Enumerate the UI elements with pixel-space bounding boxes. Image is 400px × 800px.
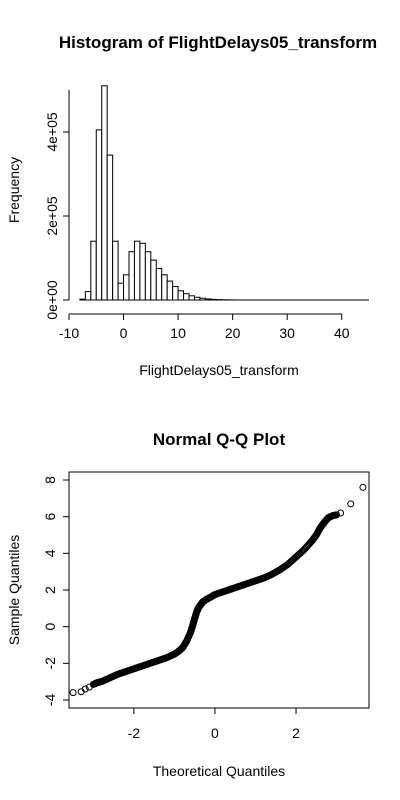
histogram-bar xyxy=(84,291,92,301)
histogram-bar xyxy=(133,240,141,301)
qq-point xyxy=(359,483,367,491)
histogram-bar xyxy=(183,293,190,301)
histogram-bar xyxy=(155,268,163,301)
histogram-bar xyxy=(117,282,125,301)
qq-plot-title: Normal Q-Q Plot xyxy=(153,430,286,449)
histogram-x-tick-label: 20 xyxy=(225,325,241,341)
histogram-bars xyxy=(79,85,369,301)
qq-plot-panel: Normal Q-Q Plot Theoretical Quantiles Sa… xyxy=(6,430,370,779)
histogram-bar xyxy=(161,274,168,301)
histogram-bar xyxy=(139,242,146,301)
histogram-y-tick-label: 2e+05 xyxy=(44,196,60,236)
qq-y-tick-label: -2 xyxy=(42,657,58,670)
histogram-bar xyxy=(123,274,130,301)
qq-x-tick-label: -2 xyxy=(128,725,141,741)
qq-y-axis-label: Sample Quantiles xyxy=(6,535,22,646)
histogram-bar xyxy=(90,240,97,301)
qq-point xyxy=(289,556,297,564)
qq-point xyxy=(69,689,77,697)
histogram-bar xyxy=(166,280,174,301)
qq-x-axis: -2 0 2 xyxy=(128,707,300,741)
qq-y-axis: -4 -2 0 2 4 6 8 xyxy=(42,476,70,707)
histogram-y-axis-label: Frequency xyxy=(6,157,22,223)
histogram-bar xyxy=(101,85,108,301)
histogram-y-tick-label: 0e+00 xyxy=(44,280,60,320)
histogram-bar xyxy=(144,251,152,301)
histogram-y-axis: 0e+00 2e+05 4e+05 xyxy=(44,90,70,320)
histogram-x-tick-label: 0 xyxy=(120,325,128,341)
qq-y-tick-label: 2 xyxy=(42,586,58,594)
histogram-bar xyxy=(188,295,195,301)
histogram-x-tick-label: 30 xyxy=(279,325,295,341)
qq-point xyxy=(347,500,355,508)
qq-y-tick-label: -4 xyxy=(42,694,58,707)
histogram-x-tick-label: 10 xyxy=(170,325,186,341)
histogram-bar xyxy=(128,251,135,301)
qq-y-tick-label: 8 xyxy=(42,476,58,484)
histogram-bar xyxy=(177,290,185,301)
qq-y-tick-label: 4 xyxy=(42,549,58,557)
histogram-bar xyxy=(95,129,103,301)
histogram-bar xyxy=(112,240,119,301)
histogram-y-tick-label: 4e+05 xyxy=(44,112,60,152)
qq-point xyxy=(305,540,313,548)
qq-points xyxy=(69,483,367,697)
qq-point xyxy=(297,548,305,556)
qq-y-tick-label: 0 xyxy=(42,623,58,631)
qq-y-tick-label: 6 xyxy=(42,513,58,521)
histogram-bar xyxy=(106,154,114,301)
histogram-x-axis: -10 0 10 20 30 40 xyxy=(59,313,350,341)
qq-x-axis-label: Theoretical Quantiles xyxy=(153,763,285,779)
histogram-panel: Histogram of FlightDelays05_transform Fl… xyxy=(6,33,377,378)
qq-x-tick-label: 2 xyxy=(292,725,300,741)
qq-x-tick-label: 0 xyxy=(211,725,219,741)
histogram-bar xyxy=(150,259,157,301)
histogram-x-axis-label: FlightDelays05_transform xyxy=(139,362,299,378)
histogram-x-tick-label: -10 xyxy=(59,325,79,341)
histogram-bar xyxy=(172,286,179,301)
qq-point xyxy=(332,511,340,519)
histogram-title: Histogram of FlightDelays05_transform xyxy=(59,33,377,52)
qq-point xyxy=(81,685,89,693)
histogram-x-tick-label: 40 xyxy=(334,325,350,341)
